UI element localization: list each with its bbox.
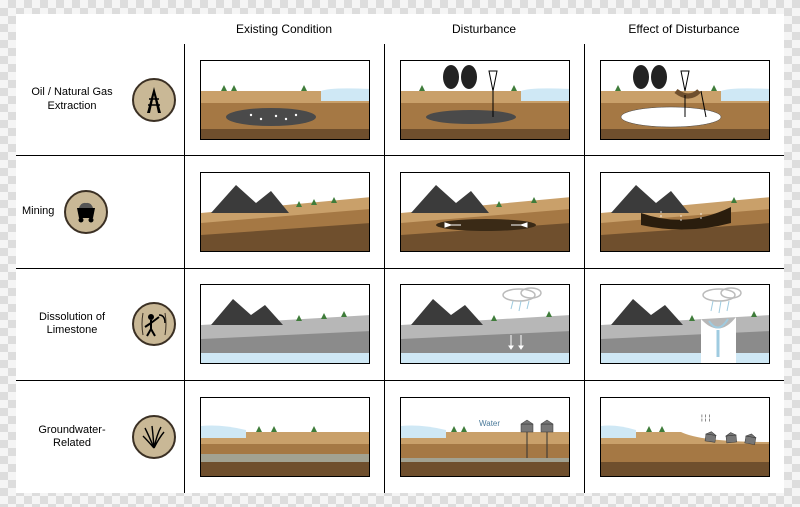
derrick-icon [132, 78, 176, 122]
grass-icon [132, 415, 176, 459]
tile-limestone-effect [600, 284, 770, 364]
subsidence-marks: ¦ ¦ ¦ [701, 415, 711, 422]
diagram-grid: Existing Condition Disturbance Effect of… [16, 14, 784, 493]
row-label-limestone-text: Dissolution of Limestone [22, 311, 122, 337]
row-label-mining-text: Mining [22, 205, 54, 218]
row-label-oil: Oil / Natural Gas Extraction [16, 44, 184, 156]
tile-oil-existing [200, 60, 370, 140]
cell-limestone-effect [584, 269, 784, 381]
cell-limestone-disturbance [384, 269, 584, 381]
cell-gw-effect: ¦ ¦ ¦ [584, 381, 784, 493]
cell-oil-existing [184, 44, 384, 156]
tile-oil-disturbance [400, 60, 570, 140]
tile-mining-disturbance [400, 172, 570, 252]
cell-oil-effect [584, 44, 784, 156]
cell-gw-existing [184, 381, 384, 493]
tile-limestone-existing [200, 284, 370, 364]
tile-limestone-disturbance [400, 284, 570, 364]
row-label-limestone: Dissolution of Limestone [16, 269, 184, 381]
water-label: Water [479, 419, 500, 428]
row-label-mining: Mining [16, 156, 184, 268]
miner-icon [132, 302, 176, 346]
col-header-disturbance: Disturbance [384, 14, 584, 44]
row-label-gw: Groundwater-Related [16, 381, 184, 493]
tile-gw-effect: ¦ ¦ ¦ [600, 397, 770, 477]
cell-oil-disturbance [384, 44, 584, 156]
tile-gw-existing [200, 397, 370, 477]
minecart-icon [64, 190, 108, 234]
cell-limestone-existing [184, 269, 384, 381]
tile-mining-effect [600, 172, 770, 252]
col-header-existing: Existing Condition [184, 14, 384, 44]
cell-mining-disturbance [384, 156, 584, 268]
cell-mining-effect [584, 156, 784, 268]
row-label-gw-text: Groundwater-Related [22, 424, 122, 450]
col-header-effect: Effect of Disturbance [584, 14, 784, 44]
cell-gw-disturbance: Water [384, 381, 584, 493]
tile-gw-disturbance: Water [400, 397, 570, 477]
cell-mining-existing [184, 156, 384, 268]
tile-mining-existing [200, 172, 370, 252]
tile-oil-effect [600, 60, 770, 140]
row-label-oil-text: Oil / Natural Gas Extraction [22, 86, 122, 112]
